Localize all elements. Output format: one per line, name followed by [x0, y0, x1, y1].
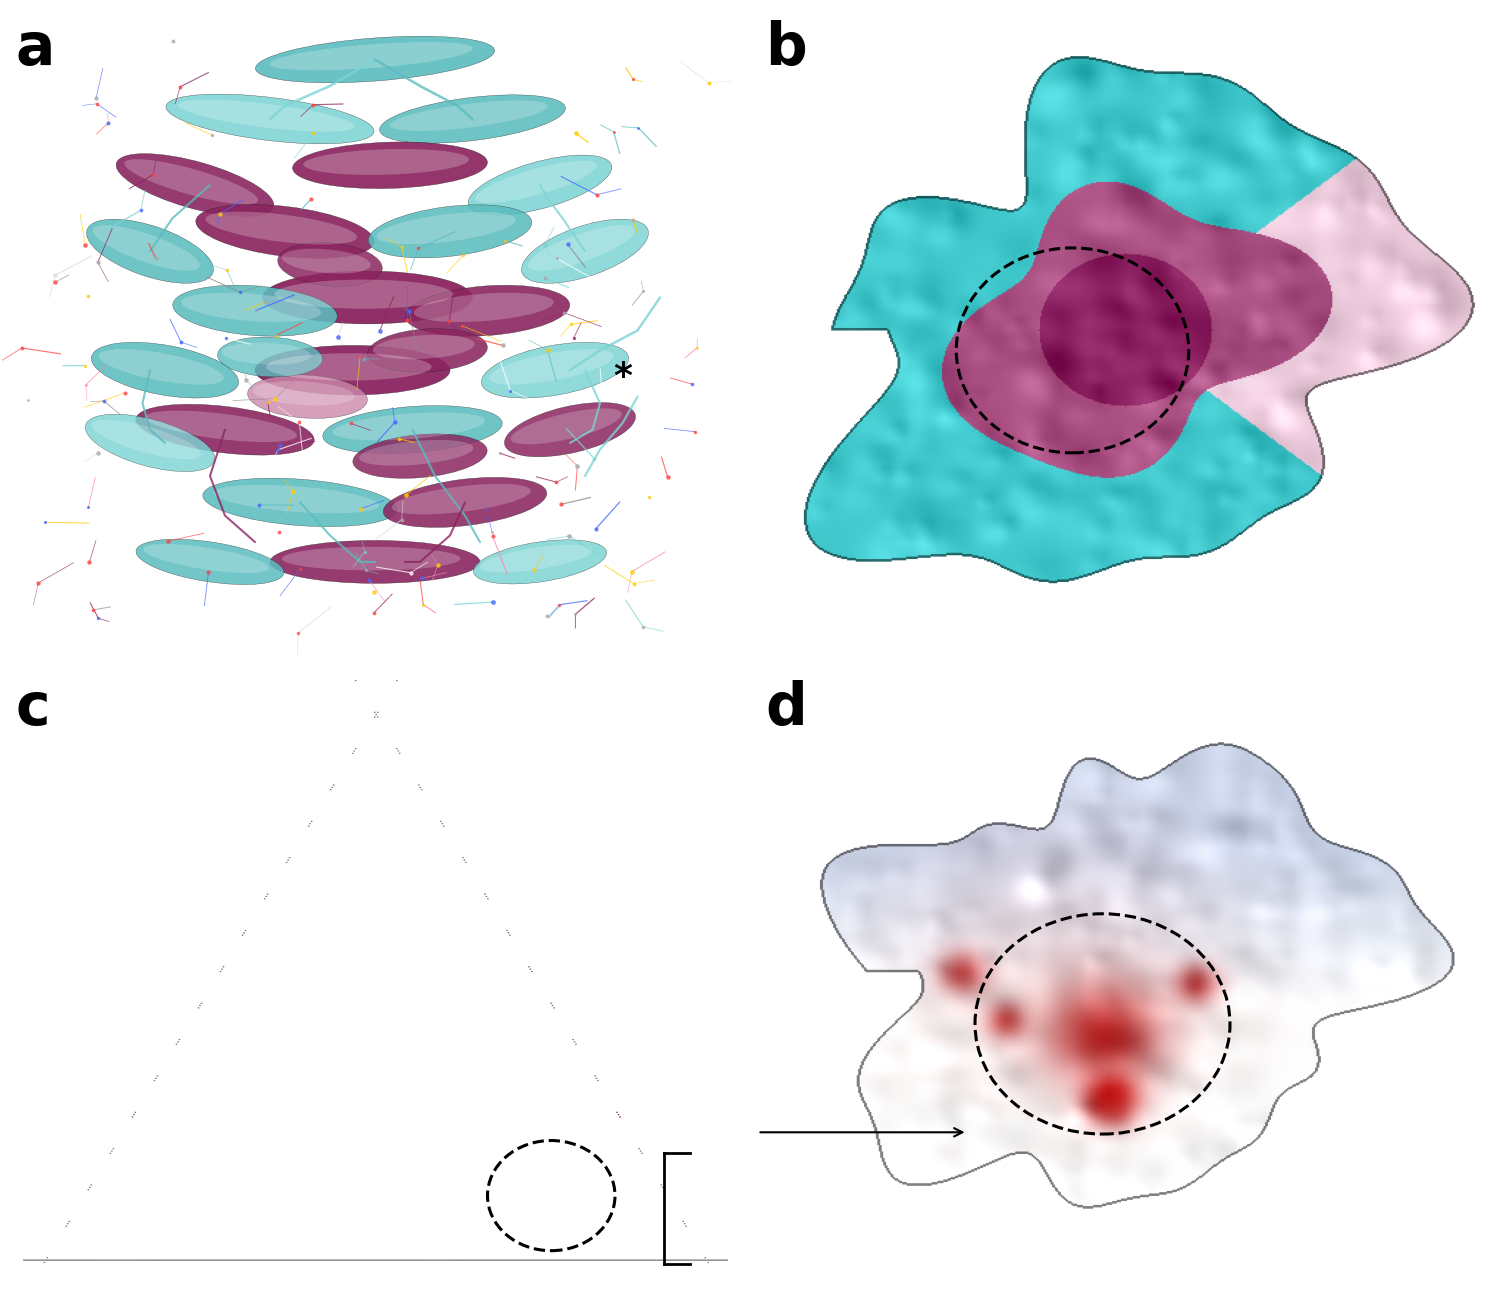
- Ellipse shape: [146, 411, 297, 442]
- Ellipse shape: [468, 154, 612, 215]
- Ellipse shape: [392, 484, 531, 514]
- Ellipse shape: [93, 225, 200, 271]
- Ellipse shape: [262, 271, 472, 323]
- Ellipse shape: [374, 335, 474, 359]
- Ellipse shape: [206, 212, 357, 245]
- Ellipse shape: [144, 545, 268, 573]
- Ellipse shape: [510, 408, 622, 444]
- Ellipse shape: [270, 541, 480, 584]
- Ellipse shape: [528, 225, 634, 271]
- Ellipse shape: [202, 478, 398, 526]
- Ellipse shape: [282, 249, 370, 274]
- Ellipse shape: [136, 539, 284, 585]
- Ellipse shape: [99, 350, 224, 385]
- Ellipse shape: [522, 219, 648, 283]
- Ellipse shape: [222, 343, 310, 365]
- Ellipse shape: [489, 350, 614, 385]
- Text: *: *: [614, 360, 632, 394]
- Ellipse shape: [352, 433, 488, 478]
- Ellipse shape: [274, 280, 453, 309]
- Ellipse shape: [254, 381, 354, 406]
- Ellipse shape: [322, 406, 502, 454]
- Ellipse shape: [476, 161, 597, 203]
- Ellipse shape: [380, 94, 566, 143]
- Ellipse shape: [333, 412, 484, 440]
- Ellipse shape: [282, 547, 460, 571]
- Ellipse shape: [266, 353, 432, 381]
- Ellipse shape: [166, 94, 374, 144]
- Ellipse shape: [482, 343, 628, 398]
- Ellipse shape: [213, 484, 380, 513]
- Text: d: d: [765, 681, 807, 737]
- Ellipse shape: [368, 329, 488, 372]
- Ellipse shape: [292, 141, 488, 188]
- Text: c: c: [15, 681, 50, 737]
- Ellipse shape: [414, 293, 554, 322]
- Ellipse shape: [178, 99, 354, 132]
- Ellipse shape: [390, 101, 548, 131]
- Ellipse shape: [376, 212, 516, 243]
- Ellipse shape: [368, 204, 532, 258]
- Ellipse shape: [255, 37, 495, 82]
- Ellipse shape: [278, 242, 382, 287]
- Ellipse shape: [270, 42, 472, 71]
- Ellipse shape: [196, 204, 374, 258]
- Ellipse shape: [92, 343, 238, 398]
- Ellipse shape: [124, 160, 258, 204]
- Ellipse shape: [255, 346, 450, 395]
- Ellipse shape: [182, 293, 321, 322]
- Ellipse shape: [358, 440, 474, 466]
- Ellipse shape: [303, 149, 470, 175]
- Ellipse shape: [217, 336, 322, 377]
- Ellipse shape: [480, 545, 592, 572]
- Ellipse shape: [86, 414, 214, 471]
- Text: a: a: [15, 20, 54, 77]
- Ellipse shape: [474, 539, 606, 584]
- Text: b: b: [765, 20, 807, 77]
- Ellipse shape: [405, 285, 570, 336]
- Ellipse shape: [87, 219, 213, 283]
- Ellipse shape: [248, 374, 368, 419]
- Ellipse shape: [382, 478, 548, 528]
- Ellipse shape: [116, 153, 274, 216]
- Ellipse shape: [504, 403, 636, 457]
- Ellipse shape: [136, 404, 314, 456]
- Ellipse shape: [172, 285, 338, 336]
- Ellipse shape: [92, 420, 201, 459]
